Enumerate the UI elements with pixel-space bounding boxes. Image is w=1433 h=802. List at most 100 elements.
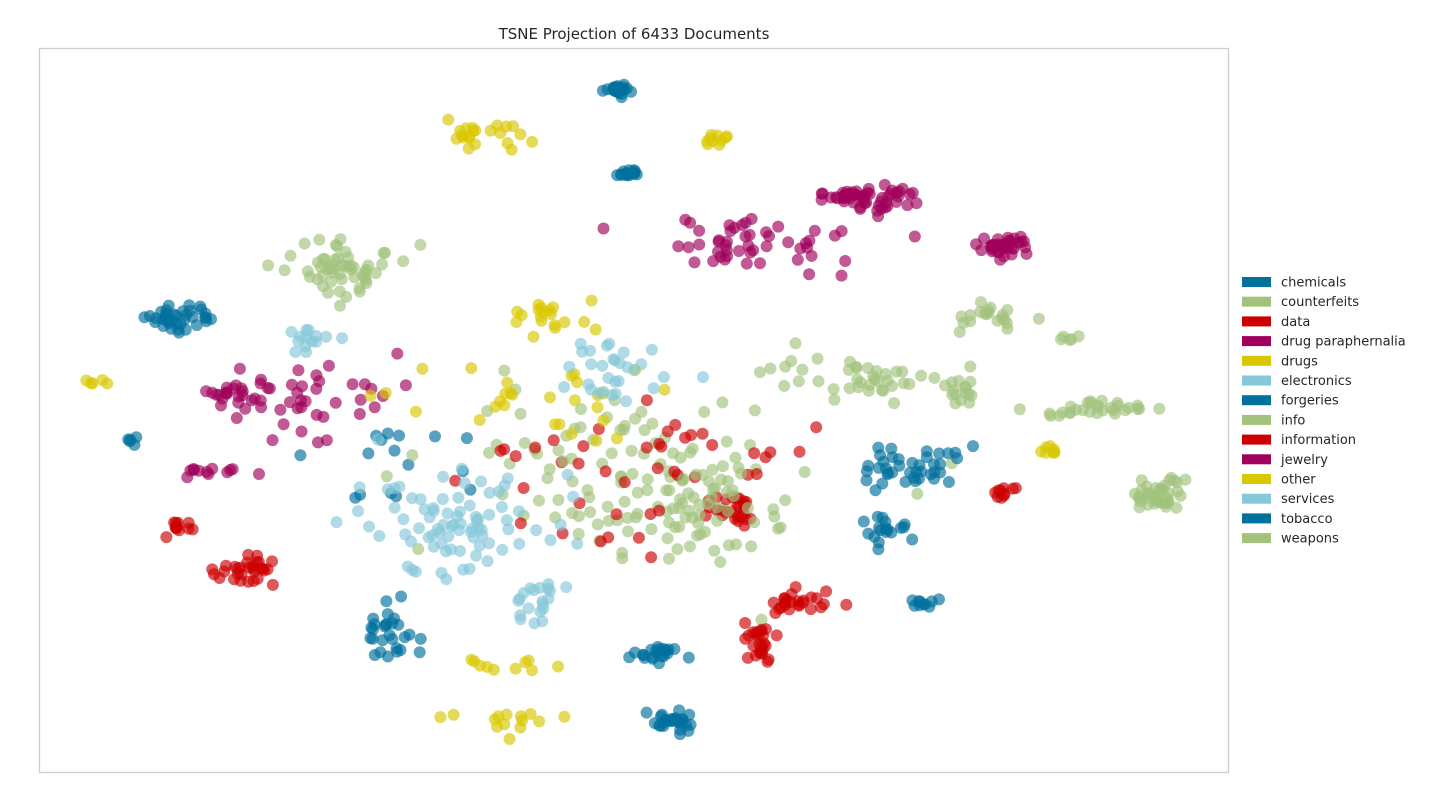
data-point bbox=[431, 523, 444, 535]
data-point bbox=[674, 723, 687, 736]
data-point bbox=[857, 515, 870, 528]
series-drugs bbox=[434, 113, 734, 745]
data-point bbox=[187, 463, 200, 475]
data-point bbox=[524, 708, 537, 720]
data-point bbox=[617, 346, 630, 359]
data-point bbox=[928, 371, 941, 384]
data-point bbox=[377, 247, 390, 259]
data-point bbox=[720, 435, 733, 448]
data-point bbox=[537, 602, 550, 615]
data-point bbox=[1148, 497, 1161, 510]
data-point bbox=[690, 468, 703, 481]
data-point bbox=[184, 304, 197, 317]
data-point bbox=[285, 325, 298, 338]
data-point bbox=[684, 446, 697, 459]
data-point bbox=[206, 563, 219, 576]
data-point bbox=[390, 642, 403, 655]
data-point bbox=[329, 238, 342, 251]
data-point bbox=[381, 650, 394, 663]
data-point bbox=[715, 473, 728, 486]
series-weapons bbox=[557, 330, 1187, 568]
data-point bbox=[529, 441, 542, 454]
data-point bbox=[933, 447, 946, 460]
data-point bbox=[379, 387, 392, 399]
data-point bbox=[850, 361, 863, 374]
data-point bbox=[576, 345, 589, 358]
data-point bbox=[533, 715, 546, 728]
data-point bbox=[558, 381, 571, 393]
data-point bbox=[339, 245, 352, 258]
data-point bbox=[696, 427, 709, 440]
data-point bbox=[803, 268, 816, 281]
legend-swatch bbox=[1242, 474, 1271, 484]
data-point bbox=[547, 434, 560, 447]
legend-swatch bbox=[1242, 277, 1271, 287]
data-point bbox=[549, 418, 561, 431]
data-point bbox=[402, 458, 415, 471]
data-point bbox=[625, 444, 638, 457]
scatter-points bbox=[80, 78, 1192, 745]
data-point bbox=[974, 296, 987, 309]
data-point bbox=[630, 168, 643, 181]
data-point bbox=[714, 250, 727, 263]
data-point bbox=[310, 408, 323, 421]
data-point bbox=[266, 434, 279, 447]
data-point bbox=[693, 224, 706, 237]
legend-label: weapons bbox=[1281, 532, 1339, 547]
data-point bbox=[646, 652, 659, 665]
legend-swatch bbox=[1242, 513, 1271, 524]
data-point bbox=[458, 477, 471, 490]
data-point bbox=[277, 418, 290, 431]
data-point bbox=[329, 396, 342, 409]
data-point bbox=[785, 355, 798, 367]
data-point bbox=[1119, 404, 1132, 417]
data-point bbox=[596, 84, 609, 97]
data-point bbox=[732, 461, 745, 474]
data-point bbox=[487, 663, 500, 676]
data-point bbox=[483, 537, 495, 550]
data-point bbox=[186, 523, 199, 536]
data-point bbox=[955, 310, 968, 323]
data-point bbox=[901, 199, 914, 212]
data-point bbox=[964, 315, 977, 328]
data-point bbox=[362, 447, 375, 460]
data-point bbox=[906, 186, 919, 199]
data-point bbox=[552, 660, 564, 673]
data-point bbox=[610, 81, 623, 94]
data-point bbox=[601, 500, 614, 513]
series-data bbox=[160, 394, 823, 591]
data-point bbox=[367, 612, 380, 625]
data-point bbox=[502, 523, 515, 536]
data-point bbox=[313, 233, 326, 246]
data-point bbox=[507, 120, 520, 133]
data-point bbox=[606, 389, 619, 402]
data-point bbox=[572, 457, 585, 470]
data-point bbox=[942, 476, 955, 488]
data-point bbox=[791, 253, 804, 266]
data-point bbox=[514, 128, 527, 141]
data-point bbox=[886, 451, 899, 464]
data-point bbox=[295, 425, 308, 438]
data-point bbox=[334, 299, 346, 312]
data-point bbox=[740, 257, 753, 270]
data-point bbox=[262, 259, 275, 272]
data-point bbox=[514, 721, 527, 734]
data-point bbox=[953, 326, 966, 338]
series-forgeries bbox=[364, 164, 979, 663]
data-point bbox=[561, 468, 574, 481]
data-point bbox=[1040, 441, 1053, 454]
data-point bbox=[839, 255, 852, 267]
data-point bbox=[470, 549, 483, 562]
data-point bbox=[741, 502, 754, 514]
data-point bbox=[811, 352, 824, 365]
data-point bbox=[721, 130, 734, 143]
data-point bbox=[862, 527, 875, 540]
data-point bbox=[653, 437, 666, 450]
data-point bbox=[942, 447, 955, 460]
data-point bbox=[641, 473, 654, 486]
data-point bbox=[793, 445, 806, 458]
data-point bbox=[468, 655, 481, 668]
data-point bbox=[393, 480, 406, 493]
data-point bbox=[585, 294, 598, 307]
data-point bbox=[170, 522, 183, 535]
